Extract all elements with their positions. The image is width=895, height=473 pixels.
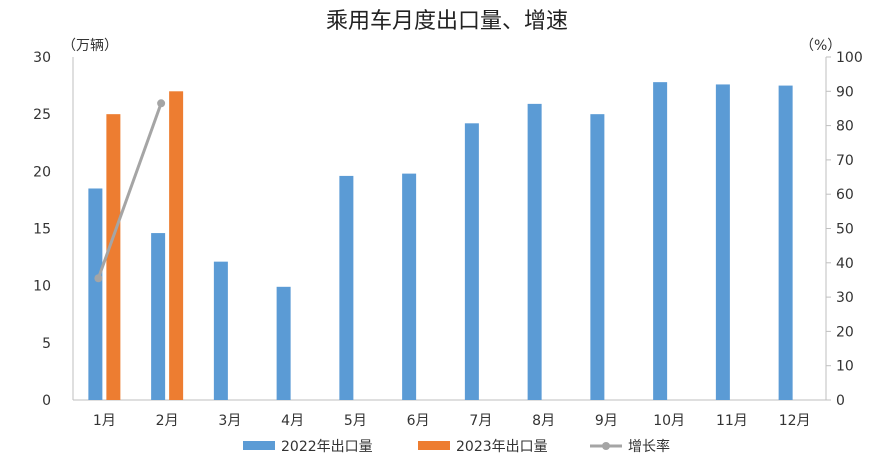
bar-2022-11月 bbox=[715, 84, 730, 400]
y-right-tick-label: 100 bbox=[836, 50, 863, 66]
growth-rate-line bbox=[96, 102, 163, 279]
x-tick-label: 10月 bbox=[653, 413, 685, 429]
y-right-tick-label: 50 bbox=[836, 222, 854, 238]
y-left-tick-label: 10 bbox=[33, 279, 51, 295]
bar-2022-12月 bbox=[778, 85, 793, 400]
x-tick-label: 4月 bbox=[281, 413, 304, 429]
x-tick-label: 12月 bbox=[779, 413, 811, 429]
y-right-tick-label: 0 bbox=[836, 393, 845, 409]
y-left-tick-label: 15 bbox=[33, 222, 51, 238]
x-tick-label: 8月 bbox=[532, 413, 555, 429]
bar-2022-1月 bbox=[88, 188, 103, 400]
y-right-tick-label: 60 bbox=[836, 187, 854, 203]
bar-2023-2月 bbox=[169, 91, 184, 401]
x-tick-label: 5月 bbox=[344, 413, 367, 429]
legend-label: 增长率 bbox=[628, 438, 670, 455]
x-tick-label: 2月 bbox=[156, 413, 179, 429]
y-left-tick-label: 0 bbox=[42, 393, 51, 409]
y-left-tick-label: 30 bbox=[33, 50, 51, 66]
legend-label: 2022年出口量 bbox=[281, 439, 373, 455]
y-left-tick-label: 25 bbox=[33, 107, 51, 123]
x-tick-label: 7月 bbox=[469, 413, 492, 429]
x-tick-label: 6月 bbox=[407, 413, 430, 429]
x-tick-label: 3月 bbox=[218, 413, 241, 429]
y-right-tick-label: 90 bbox=[836, 84, 854, 100]
bar-2022-8月 bbox=[527, 103, 542, 401]
bar-2022-2月 bbox=[151, 233, 166, 400]
left-axis-unit: （万辆） bbox=[62, 38, 118, 54]
chart-title: 乘用车月度出口量、增速 bbox=[326, 9, 568, 34]
y-left-tick-label: 5 bbox=[42, 336, 51, 352]
legend-swatch bbox=[243, 441, 275, 450]
bar-2022-3月 bbox=[213, 261, 228, 400]
x-tick-label: 9月 bbox=[595, 413, 618, 429]
bar-2022-6月 bbox=[402, 173, 417, 400]
bar-2022-4月 bbox=[276, 286, 291, 400]
bar-2022-9月 bbox=[590, 114, 605, 401]
right-axis-unit: （%） bbox=[800, 38, 841, 54]
growth-rate-point bbox=[157, 99, 166, 108]
legend-swatch-marker bbox=[602, 442, 610, 450]
legend-swatch bbox=[418, 441, 450, 450]
x-tick-label: 11月 bbox=[716, 413, 748, 429]
growth-rate-point bbox=[94, 274, 103, 283]
bar-2022-7月 bbox=[464, 123, 479, 401]
y-right-tick-label: 10 bbox=[836, 359, 854, 375]
y-right-tick-label: 20 bbox=[836, 324, 854, 340]
bar-2022-10月 bbox=[653, 82, 668, 401]
x-tick-label: 1月 bbox=[93, 413, 116, 429]
y-right-tick-label: 80 bbox=[836, 119, 854, 135]
legend-label: 2023年出口量 bbox=[456, 439, 548, 455]
y-left-tick-label: 20 bbox=[33, 164, 51, 180]
bar-2023-1月 bbox=[106, 114, 121, 401]
bar-2022-5月 bbox=[339, 175, 354, 400]
y-right-tick-label: 40 bbox=[836, 256, 854, 272]
y-right-tick-label: 30 bbox=[836, 290, 854, 306]
y-right-tick-label: 70 bbox=[836, 153, 854, 169]
